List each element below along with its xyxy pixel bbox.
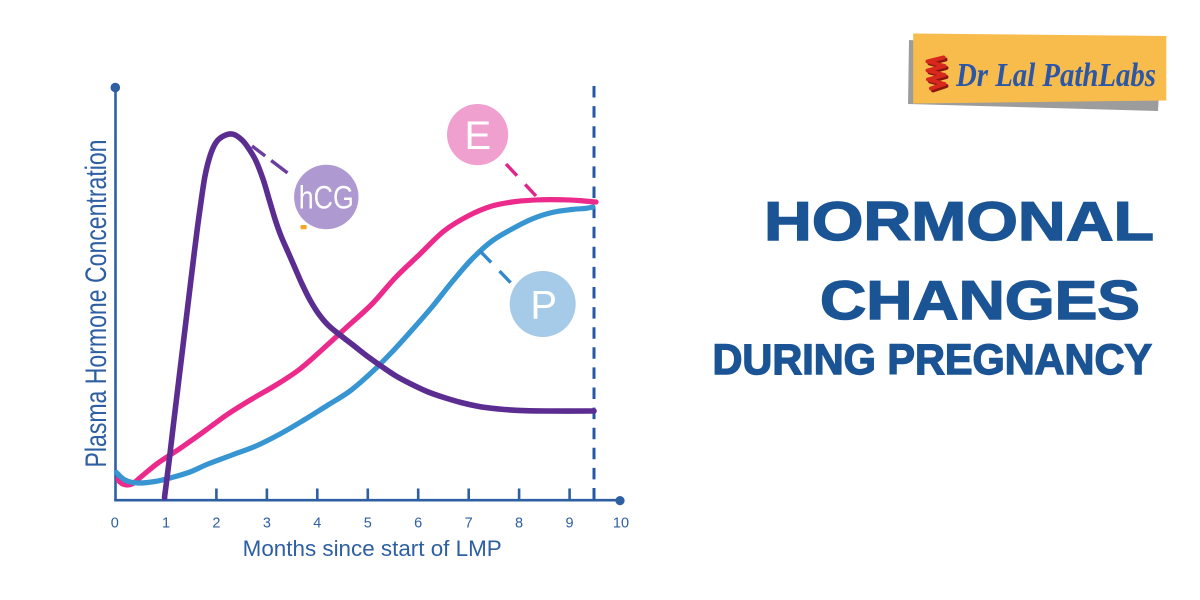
svg-text:5: 5	[364, 516, 372, 532]
svg-text:7: 7	[465, 516, 473, 532]
svg-text:Months since start of LMP: Months since start of LMP	[243, 536, 502, 561]
svg-text:Dr Lal PathLabs: Dr Lal PathLabs	[955, 57, 1156, 94]
svg-text:P: P	[530, 284, 557, 328]
svg-text:0: 0	[111, 516, 119, 532]
svg-text:Plasma Hormone Concentration: Plasma Hormone Concentration	[80, 140, 113, 468]
svg-text:CHANGES: CHANGES	[820, 269, 1140, 331]
svg-text:1: 1	[162, 516, 170, 532]
svg-text:4: 4	[313, 516, 321, 532]
svg-text:HORMONAL: HORMONAL	[764, 190, 1154, 252]
svg-text:8: 8	[515, 516, 523, 532]
svg-text:E: E	[464, 114, 491, 158]
svg-text:2: 2	[212, 516, 220, 532]
svg-text:10: 10	[613, 516, 629, 532]
svg-text:hCG: hCG	[299, 180, 354, 216]
svg-text:9: 9	[566, 516, 574, 532]
svg-text:3: 3	[263, 516, 271, 532]
svg-text:6: 6	[414, 516, 422, 532]
svg-text:DURING PREGNANCY: DURING PREGNANCY	[713, 336, 1153, 384]
